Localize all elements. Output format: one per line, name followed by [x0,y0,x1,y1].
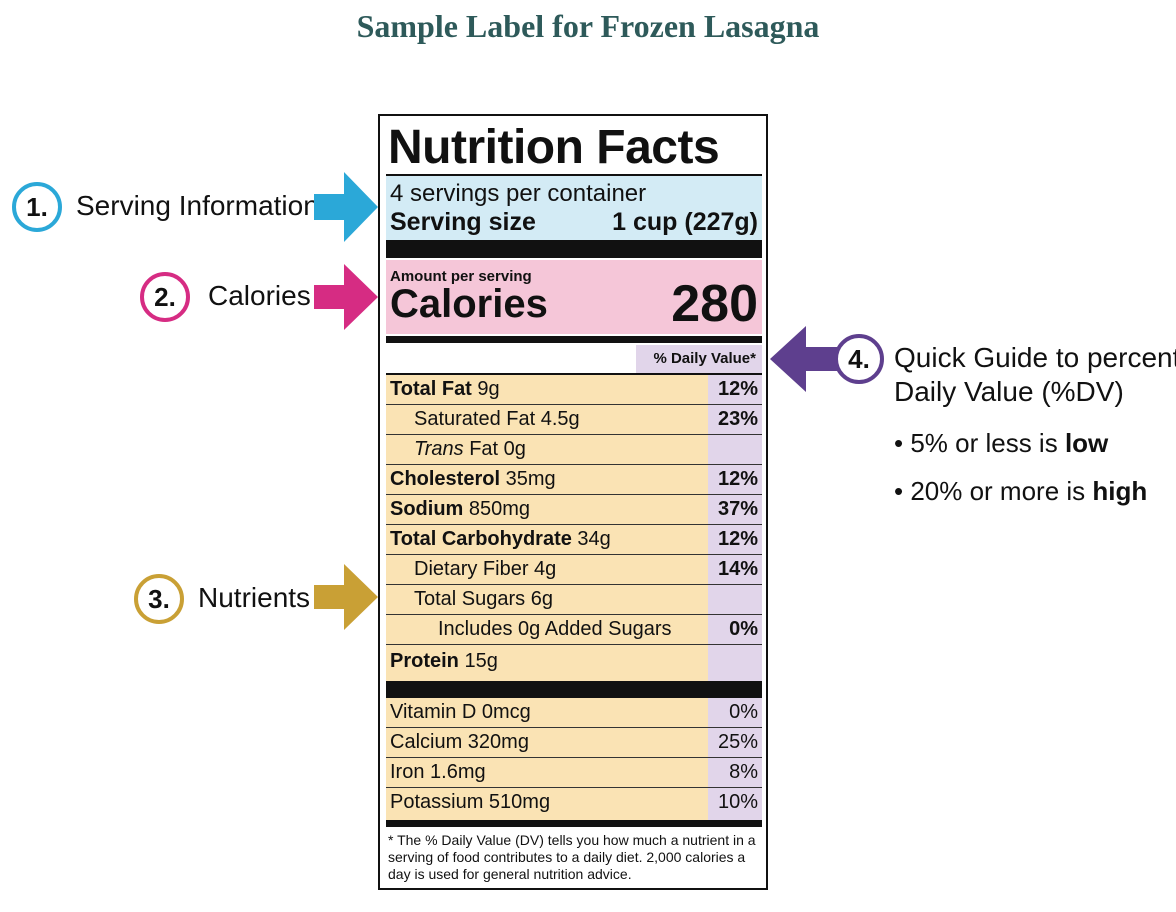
nutrition-label: Nutrition Facts 4 servings per container… [378,114,768,890]
vitamin-row-vitamin-d: Vitamin D 0mcg 0% [386,698,762,728]
divider-bar [386,240,762,258]
nutrient-name: Total Fat [390,378,472,400]
divider-line [386,373,762,375]
daily-value-header: % Daily Value* [636,345,762,373]
callout-2-circle: 2. [140,272,190,322]
calories-value: 280 [671,275,758,333]
nutrient-amount: 15g [458,650,498,672]
divider-bar [386,681,762,698]
nutrient-name: Protein [390,650,459,672]
nutrient-dv: 23% [717,408,758,430]
vitamin-name: Calcium 320mg [390,731,529,753]
serving-size-value: 1 cup (227g) [612,208,758,236]
nutrient-name: Dietary Fiber 4g [414,558,557,580]
vitamin-row-calcium: Calcium 320mg 25% [386,728,762,758]
nutrient-amount: 35mg [500,468,556,490]
callout-2-text: Calories [208,280,311,311]
nutrient-row-added-sugars: Includes 0g Added Sugars 0% [386,615,762,645]
amount-per-serving: Amount per serving [390,268,532,285]
nutrient-row-trans-fat: Trans Fat 0g [386,435,762,465]
page-title: Sample Label for Frozen Lasagna [356,8,820,44]
nutrient-dv: 14% [717,558,758,580]
nutrient-name: Saturated Fat 4.5g [414,408,580,430]
callout-1-text: Serving Information [76,190,319,221]
callout-4-line-1: Quick Guide to percent [894,342,1176,373]
callout-3-text: Nutrients [198,582,311,613]
divider-bar [386,336,762,343]
nutrient-row-dietary-fiber: Dietary Fiber 4g 14% [386,555,762,585]
nutrient-row-total-fat: Total Fat 9g 12% [386,375,762,405]
vitamin-dv: 8% [729,761,758,783]
guide-bullet-emphasis: low [1064,428,1109,458]
callout-4-arrow-icon [770,326,840,392]
nutrient-amount: 34g [571,528,611,550]
vitamin-name: Iron 1.6mg [390,761,486,783]
nutrient-dv: 0% [729,618,758,640]
nutrient-amount: 850mg [463,498,531,520]
nutrient-row-total-sugars: Total Sugars 6g [386,585,762,615]
daily-value-column [708,373,762,683]
callout-1-circle: 1. [12,182,62,232]
calories-label: Calories [390,282,548,326]
nutrient-amount: 9g [471,378,500,400]
vitamin-dv: 0% [729,701,758,723]
vitamin-row-iron: Iron 1.6mg 8% [386,758,762,788]
daily-value-footnote: * The % Daily Value (DV) tells you how m… [388,832,756,882]
nutrient-amount: Fat 0g [463,438,526,460]
serving-information-band: 4 servings per container Serving size 1 … [386,174,762,242]
callout-4-line-2: Daily Value (%DV) [894,376,1124,407]
vitamin-dv: 10% [717,791,758,813]
nutrient-row-total-carbohydrate: Total Carbohydrate 34g 12% [386,525,762,555]
vitamins-area [386,698,762,820]
nutrient-name: Total Carbohydrate [390,528,572,550]
nutrition-facts-title: Nutrition Facts [388,121,720,174]
nutrient-name: Includes 0g Added Sugars [438,618,672,640]
serving-size-label: Serving size [390,208,536,236]
nutrients-area [386,373,762,683]
guide-bullet-low: • 5% or less is low [894,428,1108,459]
vitamins-dv-column [708,698,762,820]
nutrient-name-italic: Trans [414,438,464,460]
nutrient-dv: 12% [717,528,758,550]
callout-1-arrow-icon [314,172,378,242]
vitamin-name: Potassium 510mg [390,791,551,813]
nutrient-row-protein: Protein 15g [386,647,762,677]
guide-bullet-emphasis: high [1092,476,1148,506]
guide-bullet-text: • 20% or more is [894,476,1093,506]
nutrient-row-sodium: Sodium 850mg 37% [386,495,762,525]
vitamin-row-potassium: Potassium 510mg 10% [386,788,762,818]
nutrient-row-cholesterol: Cholesterol 35mg 12% [386,465,762,495]
nutrient-name: Cholesterol [390,468,501,490]
nutrient-row-saturated-fat: Saturated Fat 4.5g 23% [386,405,762,435]
callout-3-circle: 3. [134,574,184,624]
calories-band: Amount per serving Calories 280 [386,260,762,334]
callout-3-arrow-icon [314,564,378,630]
nutrient-dv: 37% [717,498,758,520]
nutrient-name: Total Sugars 6g [414,588,553,610]
callout-4-circle: 4. [834,334,884,384]
guide-bullet-high: • 20% or more is high [894,476,1147,507]
divider-bar [386,820,762,827]
vitamin-name: Vitamin D 0mcg [390,701,531,723]
nutrient-dv: 12% [717,378,758,400]
vitamin-dv: 25% [717,731,758,753]
nutrient-name: Sodium [390,498,464,520]
guide-bullet-text: • 5% or less is [894,428,1065,458]
callout-2-arrow-icon [314,264,378,330]
nutrient-dv: 12% [717,468,758,490]
servings-per-container: 4 servings per container [390,180,647,207]
